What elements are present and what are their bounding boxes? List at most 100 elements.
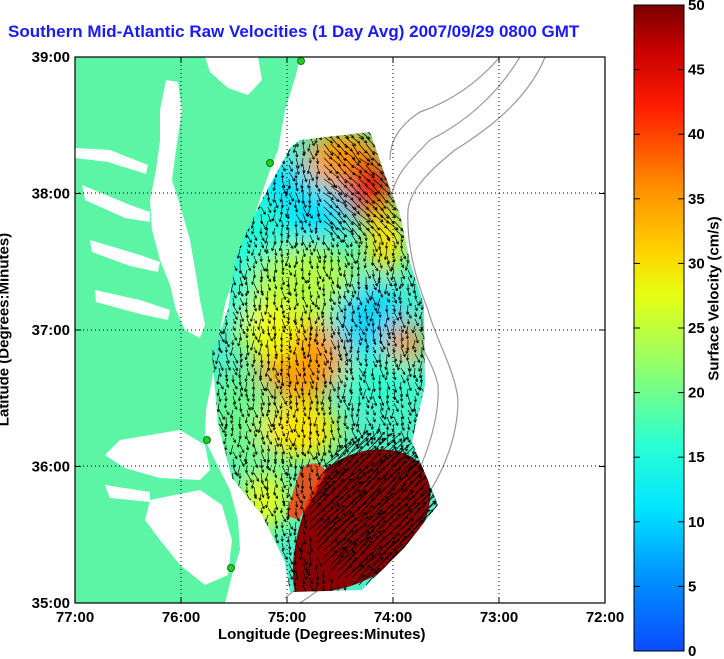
current-vector bbox=[307, 276, 311, 284]
current-vector bbox=[259, 374, 263, 382]
current-vector bbox=[337, 529, 354, 544]
current-vector bbox=[251, 416, 255, 427]
current-vector bbox=[379, 409, 385, 419]
current-vector bbox=[358, 374, 362, 381]
current-vector bbox=[390, 269, 395, 281]
current-vector bbox=[337, 283, 341, 290]
current-vector bbox=[257, 346, 262, 356]
current-vector bbox=[287, 353, 291, 361]
current-vector bbox=[252, 263, 256, 269]
current-vector bbox=[224, 444, 228, 451]
current-vector bbox=[356, 304, 361, 311]
current-vector bbox=[357, 241, 361, 249]
current-vector bbox=[259, 227, 263, 235]
current-vector bbox=[337, 248, 341, 256]
current-vector bbox=[372, 477, 387, 495]
current-vector bbox=[229, 346, 234, 356]
current-vector bbox=[274, 381, 279, 390]
current-vector bbox=[344, 248, 349, 257]
current-vector bbox=[316, 520, 331, 537]
current-vector bbox=[393, 503, 409, 516]
current-vector bbox=[245, 311, 250, 319]
current-vector bbox=[393, 416, 399, 426]
current-vector bbox=[243, 381, 248, 393]
current-vector bbox=[344, 557, 357, 572]
current-vector bbox=[358, 432, 372, 446]
current-vector bbox=[342, 290, 347, 299]
current-vector bbox=[344, 476, 360, 488]
current-vector bbox=[216, 388, 220, 397]
current-vector bbox=[372, 353, 379, 364]
current-vector bbox=[407, 467, 423, 481]
current-vector bbox=[351, 438, 369, 453]
current-vector bbox=[400, 531, 415, 544]
current-vector bbox=[272, 360, 276, 371]
current-vector bbox=[294, 416, 299, 423]
current-vector bbox=[386, 325, 391, 336]
current-vector bbox=[286, 409, 290, 417]
current-vector bbox=[330, 234, 335, 242]
current-vector bbox=[260, 325, 265, 334]
current-vector bbox=[342, 234, 346, 243]
current-vector bbox=[328, 402, 332, 411]
current-vector bbox=[323, 185, 331, 195]
current-vector bbox=[258, 416, 262, 425]
current-vector bbox=[393, 395, 399, 404]
current-vector bbox=[271, 241, 276, 252]
current-vector bbox=[418, 311, 423, 320]
current-vector bbox=[316, 535, 330, 551]
current-vector bbox=[337, 478, 352, 495]
current-vector bbox=[316, 192, 322, 203]
current-vector bbox=[330, 577, 334, 584]
current-vector bbox=[232, 395, 237, 405]
current-vector bbox=[295, 479, 300, 488]
current-vector bbox=[337, 374, 343, 384]
current-vector bbox=[358, 468, 374, 481]
current-vector bbox=[365, 213, 374, 224]
current-vector bbox=[253, 423, 258, 433]
current-vector bbox=[369, 311, 374, 322]
current-vector bbox=[335, 311, 339, 321]
current-vector bbox=[266, 192, 271, 201]
current-vector bbox=[246, 402, 251, 411]
current-vector bbox=[371, 318, 375, 327]
current-vector bbox=[239, 290, 244, 297]
current-vector bbox=[251, 227, 255, 235]
current-vector bbox=[365, 512, 381, 530]
current-vector bbox=[323, 515, 339, 530]
current-vector bbox=[244, 458, 248, 465]
current-vector bbox=[344, 332, 349, 343]
current-vector bbox=[393, 276, 398, 287]
current-vector bbox=[379, 531, 393, 544]
current-vector bbox=[302, 535, 307, 545]
current-vector bbox=[302, 276, 308, 284]
current-vector bbox=[337, 540, 353, 558]
current-vector bbox=[350, 410, 354, 418]
current-vector bbox=[418, 367, 423, 379]
current-vector bbox=[218, 416, 224, 427]
current-vector bbox=[344, 506, 361, 523]
grid-lines bbox=[75, 57, 605, 603]
current-vector bbox=[280, 255, 284, 264]
current-vector bbox=[309, 508, 325, 523]
current-vector bbox=[407, 460, 420, 474]
current-vector bbox=[288, 171, 296, 182]
current-vector bbox=[273, 458, 277, 465]
current-vector bbox=[351, 318, 358, 328]
current-vector bbox=[281, 528, 286, 537]
current-vector bbox=[351, 136, 361, 144]
current-vector bbox=[372, 437, 386, 453]
current-vector bbox=[295, 157, 300, 169]
current-vector bbox=[246, 339, 250, 349]
current-vector bbox=[369, 388, 374, 400]
current-vector bbox=[330, 297, 336, 306]
current-vector bbox=[301, 472, 305, 479]
current-vector bbox=[218, 381, 224, 390]
current-vector bbox=[320, 395, 325, 405]
current-vector bbox=[337, 381, 341, 390]
current-vector bbox=[309, 367, 315, 376]
current-vector bbox=[225, 360, 231, 371]
current-vector bbox=[337, 511, 353, 523]
current-vector bbox=[292, 143, 297, 154]
current-vector bbox=[288, 269, 292, 276]
